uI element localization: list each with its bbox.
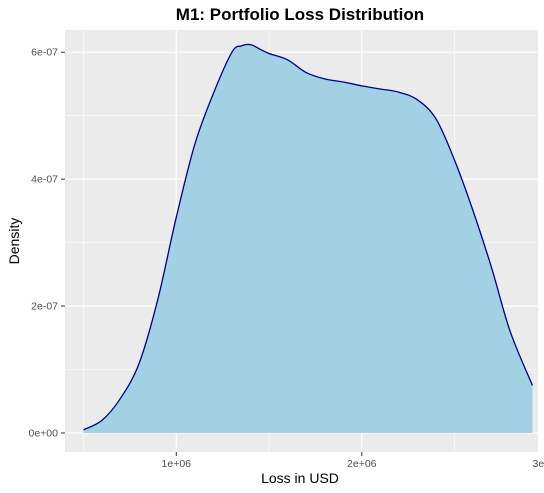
y-tick-label: 6e-07 <box>31 47 58 59</box>
x-axis-ticks: 1e+06 2e+06 3e+06 <box>162 452 544 470</box>
chart-title: M1: Portfolio Loss Distribution <box>176 5 424 24</box>
y-tick-label: 0e+00 <box>29 427 59 439</box>
density-curve-line <box>83 43 534 431</box>
y-axis-title: Density <box>6 218 22 265</box>
y-tick-label: 2e-07 <box>31 301 58 313</box>
x-tick-label: 1e+06 <box>162 458 192 470</box>
y-tick-label: 4e-07 <box>31 174 58 186</box>
x-tick-label: 3e+06 <box>533 458 544 470</box>
y-axis-ticks: 0e+00 2e-07 4e-07 6e-07 <box>29 47 65 439</box>
x-tick-label: 2e+06 <box>347 458 377 470</box>
x-axis-title: Loss in USD <box>261 470 339 486</box>
